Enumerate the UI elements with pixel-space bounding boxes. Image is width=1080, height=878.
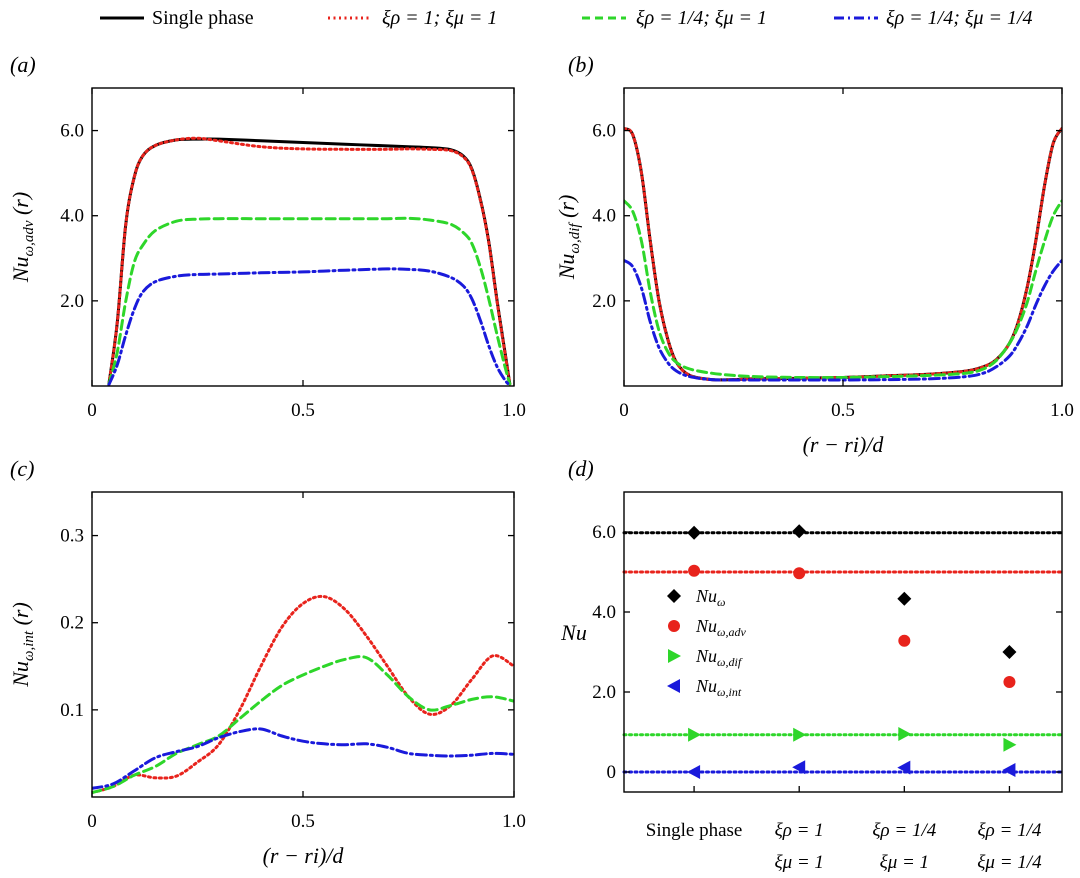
marker-diamond xyxy=(687,525,702,540)
series-line xyxy=(107,267,512,386)
y-axis-label: Nuω,int (r) xyxy=(8,602,37,688)
y-tick-label: 2.0 xyxy=(592,291,616,312)
marker-diamond xyxy=(897,591,912,606)
panel-tag: (b) xyxy=(568,52,594,77)
series-group xyxy=(624,126,1062,382)
panel-d: (d) Single phase ξρ = 1 ξμ = 1 ξρ = 1/4 ξμ = … xyxy=(560,456,1064,873)
x-tick-label: 0 xyxy=(619,400,629,421)
x-axis-label: (r − ri)/d xyxy=(803,432,885,457)
x-tick-label: 0 xyxy=(87,400,97,421)
y-tick-label: 0.2 xyxy=(60,613,84,634)
category-label-2: ξμ = 1/4 xyxy=(977,852,1042,873)
marker-circle xyxy=(898,634,911,647)
series-line xyxy=(624,126,1062,382)
panel-tag: (c) xyxy=(10,456,34,481)
series-line xyxy=(624,126,1062,382)
legend-label: Nuω,adv xyxy=(695,616,746,639)
x-tick-label: 1.0 xyxy=(1050,400,1074,421)
category-label-2: ξμ = 1 xyxy=(774,852,824,873)
marker-diamond xyxy=(792,524,807,539)
y-tick-label: 0 xyxy=(607,762,617,783)
category-label: ξρ = 1 xyxy=(775,820,824,841)
panel-tag: (d) xyxy=(568,456,594,481)
y-tick-label: 4.0 xyxy=(592,206,616,227)
y-tick-label: 6.0 xyxy=(592,522,616,543)
legend-label-xi4-mu4: ξρ = 1/4; ξμ = 1/4 xyxy=(886,7,1033,29)
series-group xyxy=(92,594,514,795)
legend-label: Nuω,dif xyxy=(695,646,743,669)
series-line xyxy=(107,216,512,386)
legend-label-xi4-mu1: ξρ = 1/4; ξμ = 1 xyxy=(636,7,767,29)
series-line xyxy=(107,136,512,386)
y-axis-label: Nuω,adv (r) xyxy=(8,192,37,283)
legend-marker xyxy=(667,679,680,693)
series-line xyxy=(92,655,514,795)
y-tick-label: 6.0 xyxy=(592,121,616,142)
x-axis-label: (r − ri)/d xyxy=(263,843,345,868)
y-tick-label: 0.3 xyxy=(60,526,84,547)
marker-triangle-right xyxy=(688,727,702,742)
category-label: Single phase xyxy=(646,820,743,841)
x-tick-label: 0.5 xyxy=(291,811,315,832)
y-tick-label: 4.0 xyxy=(60,206,84,227)
marker-circle xyxy=(1003,676,1016,688)
y-tick-label: 2.0 xyxy=(60,291,84,312)
x-tick-label: 0 xyxy=(87,811,97,832)
marker-triangle-right xyxy=(1003,737,1017,752)
y-tick-label: 0.1 xyxy=(60,700,84,721)
legend-label: Nuω xyxy=(695,586,726,609)
marker-circle xyxy=(688,564,701,577)
panel-a: (a) 2.0 4.0 6.0 0 0.5 1.0 Nuω,adv (r) xyxy=(8,52,526,421)
series-line xyxy=(92,727,514,790)
x-tick-label: 0.5 xyxy=(831,400,855,421)
y-axis-label: Nu xyxy=(560,620,587,645)
marker-triangle-right xyxy=(898,727,912,741)
marker-triangle-left xyxy=(897,760,911,775)
category-label: ξρ = 1/4 xyxy=(872,820,936,841)
legend-marker xyxy=(667,589,681,603)
category-label: ξρ = 1/4 xyxy=(978,820,1042,841)
y-tick-label: 6.0 xyxy=(60,121,84,142)
marker-triangle-left xyxy=(792,760,806,775)
x-tick-label: 1.0 xyxy=(502,811,526,832)
legend-label: Nuω,int xyxy=(695,676,742,699)
series-line xyxy=(624,199,1062,380)
marker-triangle-right xyxy=(793,727,807,742)
plot-frame xyxy=(623,491,1063,793)
x-tick-label: 0.5 xyxy=(291,400,315,421)
marker-circle xyxy=(793,567,806,580)
panel-c: (c) 0.1 0.2 0.3 0 0.5 1.0 Nuω,int (r) (r − ri)/d xyxy=(8,456,526,868)
marker-diamond xyxy=(1002,645,1017,659)
plot-frame xyxy=(91,87,515,387)
series-line xyxy=(92,594,514,795)
legend-label-single-phase: Single phase xyxy=(152,7,254,29)
panel-tag: (a) xyxy=(10,52,36,77)
series-line xyxy=(107,137,512,386)
y-axis-label: Nuω,dif (r) xyxy=(554,195,583,281)
marker-triangle-left xyxy=(1002,763,1016,777)
legend-label-xi1-mu1: ξρ = 1; ξμ = 1 xyxy=(382,7,497,29)
plot-frame xyxy=(623,87,1063,387)
legend-marker xyxy=(668,649,681,663)
marker-triangle-left xyxy=(687,765,701,779)
category-label-2: ξμ = 1 xyxy=(880,852,930,873)
y-tick-label: 4.0 xyxy=(592,602,616,623)
y-tick-label: 2.0 xyxy=(592,682,616,703)
plot-frame xyxy=(91,491,515,798)
series-group xyxy=(107,136,512,386)
x-tick-label: 1.0 xyxy=(502,400,526,421)
top-legend: Single phase ξρ = 1; ξμ = 1 ξρ = 1/4; ξμ… xyxy=(100,7,1033,29)
legend-marker xyxy=(668,620,680,632)
panel-b: (b) 2.0 4.0 6.0 0 0.5 1.0 Nuω,dif (r) (r − ri)/d xyxy=(554,52,1074,457)
